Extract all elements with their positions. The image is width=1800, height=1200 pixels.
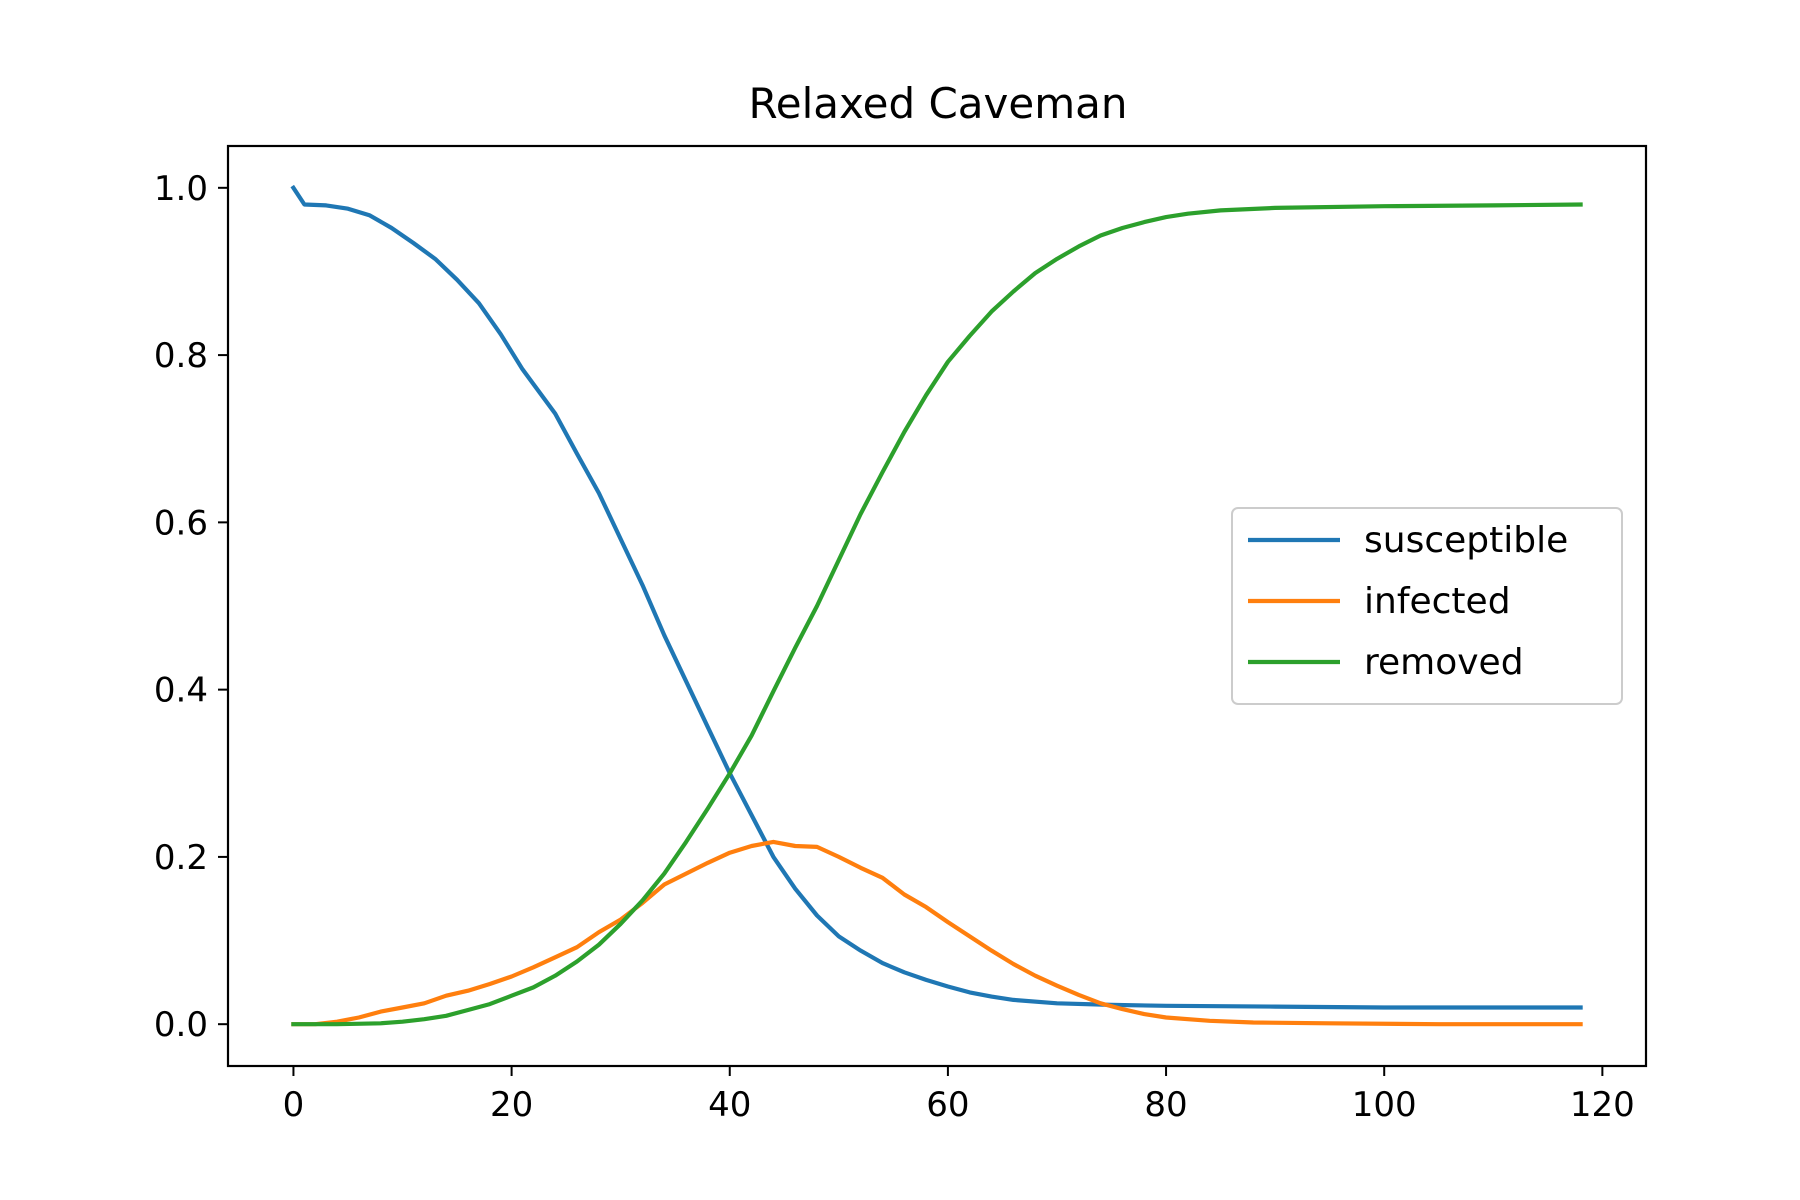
y-tick-label: 0.6 (154, 503, 208, 543)
x-tick-label: 20 (490, 1085, 533, 1125)
legend-box (1231, 507, 1623, 705)
legend: susceptible infected removed (1231, 507, 1623, 705)
y-tick-label: 0.0 (154, 1005, 208, 1045)
legend-label-infected: infected (1364, 581, 1511, 622)
x-tick-label: 60 (926, 1085, 969, 1125)
plot-frame (226, 144, 1648, 1068)
x-tick-label: 120 (1570, 1085, 1635, 1125)
series-line-removed (291, 202, 1583, 1027)
series-layer (290, 184, 1583, 1027)
legend-label-removed: removed (1364, 642, 1524, 683)
x-tick-label: 100 (1352, 1085, 1417, 1125)
legend-label-susceptible: susceptible (1364, 520, 1568, 561)
x-tick-label: 0 (283, 1085, 305, 1125)
y-tick-label: 0.4 (154, 671, 208, 711)
x-tick-label: 40 (708, 1085, 751, 1125)
y-tick-label: 0.8 (154, 336, 208, 376)
y-tick-label: 1.0 (154, 169, 208, 209)
x-tick-label: 80 (1144, 1085, 1187, 1125)
y-axis: 0.0 0.2 0.4 0.6 0.8 1.0 (154, 169, 228, 1045)
chart-title: Relaxed Caveman (749, 79, 1128, 128)
series-line-infected (291, 839, 1583, 1027)
y-tick-label: 0.2 (154, 838, 208, 878)
x-axis: 0 20 40 60 80 100 120 (283, 1066, 1635, 1125)
